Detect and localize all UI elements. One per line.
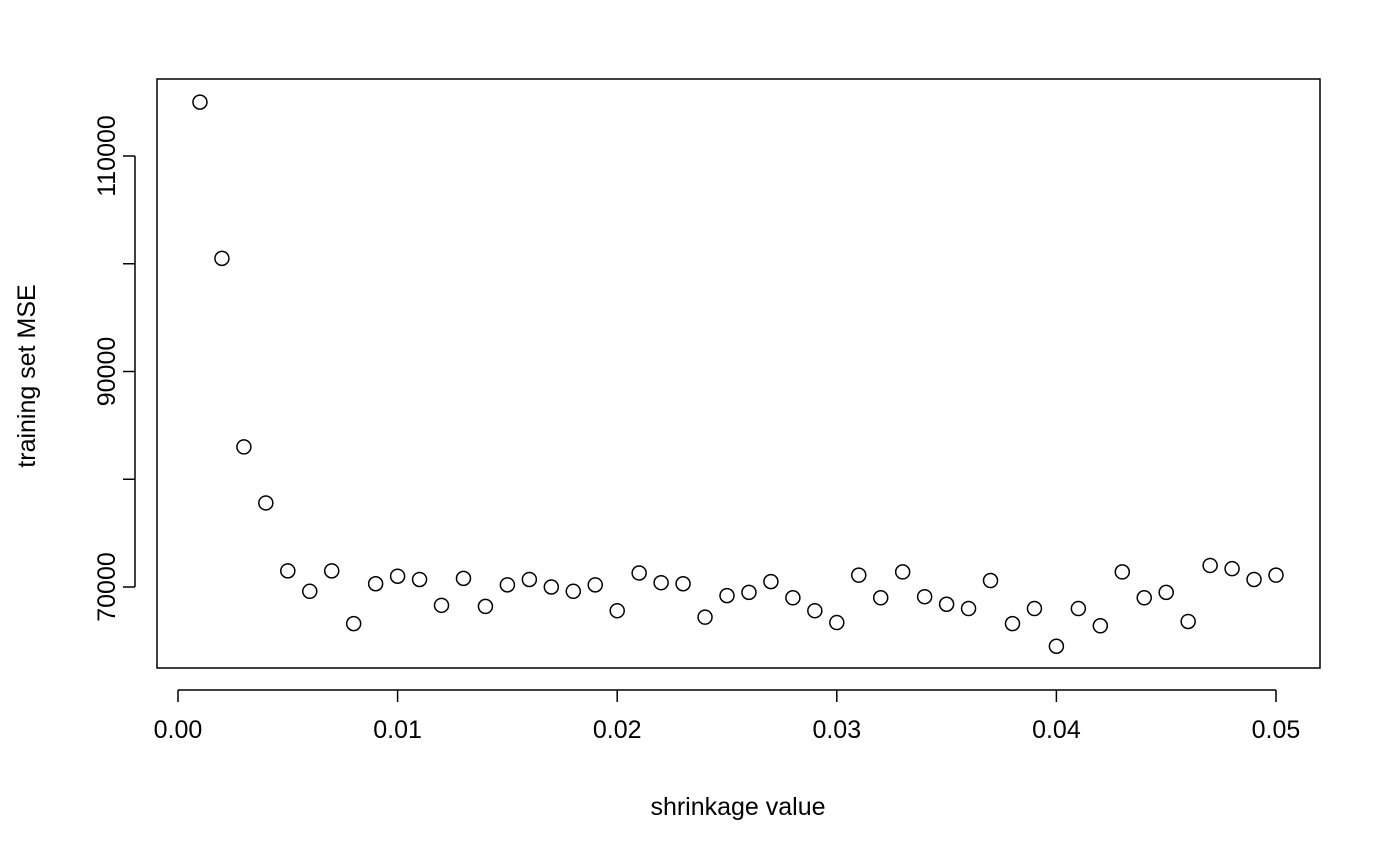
data-point (960, 600, 977, 617)
data-point (609, 602, 625, 619)
data-point (1092, 618, 1109, 634)
data-point (1158, 584, 1174, 601)
data-point (280, 563, 296, 579)
data-point (763, 573, 779, 590)
data-point (302, 583, 318, 600)
y-axis: 70000 90000 110000 (93, 115, 136, 622)
data-point (258, 495, 274, 511)
data-point (1224, 560, 1240, 577)
data-point (1246, 571, 1262, 588)
data-point (1048, 638, 1065, 655)
data-point (477, 598, 494, 615)
data-point (631, 565, 647, 581)
data-points (192, 94, 1284, 655)
x-tick-label: 0.05 (1252, 716, 1301, 744)
data-point (1004, 615, 1021, 632)
data-point (982, 572, 999, 589)
data-point (367, 576, 384, 592)
data-point (345, 615, 362, 632)
plot-area (156, 78, 1321, 669)
data-point (916, 588, 933, 605)
data-point (543, 579, 560, 595)
x-tick-label: 0.04 (1032, 716, 1081, 744)
y-axis-label: training set MSE (13, 284, 41, 467)
data-point (433, 597, 450, 614)
data-point (1136, 590, 1152, 606)
x-tick-label: 0.03 (812, 716, 861, 744)
x-axis-label: shrinkage value (650, 793, 825, 821)
data-point (521, 571, 538, 588)
data-point (675, 576, 691, 592)
y-tick-label: 110000 (93, 115, 121, 197)
data-point (411, 571, 428, 588)
data-point (1202, 557, 1218, 574)
data-point (719, 587, 735, 604)
data-point (851, 567, 867, 583)
x-tick-label: 0.01 (373, 716, 422, 744)
data-point (807, 602, 823, 619)
data-point (894, 564, 911, 580)
data-point (236, 439, 252, 455)
data-point (697, 609, 713, 625)
data-point (1180, 613, 1196, 630)
data-point (938, 596, 955, 612)
data-point (499, 577, 516, 593)
y-tick-label: 70000 (93, 552, 121, 622)
y-tick-label: 90000 (93, 337, 121, 407)
x-axis: 0.00 0.01 0.02 0.03 0.04 0.05 (154, 689, 1301, 744)
data-point (192, 94, 208, 110)
data-point (653, 574, 669, 591)
data-point (1026, 600, 1043, 617)
x-tick-label: 0.02 (593, 716, 642, 744)
data-point (785, 590, 801, 606)
data-point (741, 584, 757, 601)
data-point (389, 568, 406, 584)
data-point (565, 583, 582, 600)
data-point (1268, 567, 1284, 583)
data-point (1114, 564, 1131, 580)
data-point (872, 590, 889, 606)
data-point (323, 563, 340, 579)
data-point (1070, 600, 1087, 617)
data-point (587, 577, 603, 593)
data-point (829, 614, 845, 631)
x-tick-label: 0.00 (154, 716, 203, 744)
data-point (214, 250, 230, 267)
data-point (455, 570, 472, 587)
